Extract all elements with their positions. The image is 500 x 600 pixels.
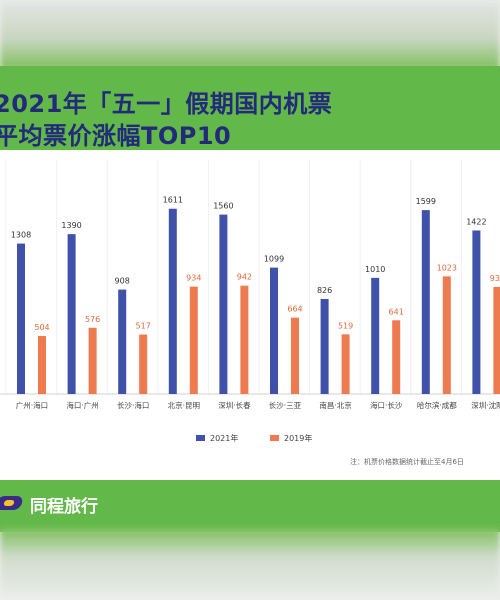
bar-2019 [442,276,451,394]
x-tick-label: 深圳·长春 [218,400,251,410]
brand-name: 同程旅行 [30,497,98,517]
brand-mark-icon [0,496,24,510]
data-label-2019: 517 [136,322,151,331]
legend-label-2021: 2021年 [210,433,238,443]
x-tick-label: 哈尔滨·成都 [417,400,457,410]
data-label-2019: 504 [34,323,49,332]
data-label-2021: 1599 [416,197,436,206]
data-label-2019: 934 [186,274,201,283]
data-label-2021: 1308 [11,231,31,240]
x-tick-label: 长沙·海口 [117,400,149,410]
bar-2019 [88,327,97,394]
data-label-2021: 826 [317,286,332,295]
data-label-2021: 1099 [264,255,284,264]
legend-swatch-2019 [270,435,279,441]
data-label-2021: 1010 [365,265,385,274]
bar-2021 [219,214,228,394]
bar-2019 [189,286,198,394]
x-tick-label: 南昌·北京 [319,400,352,410]
bar-2019 [240,285,249,394]
blurred-top-background [0,0,500,70]
bar-chart: 1308 504 广州·海口 1390 576 海口·广州 908 517 长沙·海口 1611 9… [0,160,500,466]
bar-2019 [341,334,350,394]
x-tick-label: 海口·广州 [66,400,98,410]
data-label-2019: 519 [338,321,353,330]
title-line-1: 2021年「五一」假期国内机票 [0,90,333,118]
bar-2019 [392,320,401,394]
bar-2021 [472,230,481,394]
bar-2021 [320,299,329,394]
bar-2021 [421,210,430,394]
data-label-2021: 1422 [466,217,486,226]
bar-2021 [17,243,25,394]
bar-2021 [67,234,76,394]
footnote: 注：机票价格数据统计截止至4月6日 [350,457,464,466]
bar-2021 [270,267,278,394]
legend-label-2019: 2019年 [284,433,312,443]
x-tick-label: 长沙·三亚 [269,400,302,410]
x-tick-label: 海口·长沙 [370,400,403,410]
data-label-2019: 641 [389,307,404,316]
bar-2021 [371,277,380,394]
bar-2021 [118,289,127,394]
data-label-2021: 1560 [213,202,233,211]
data-label-2021: 908 [115,277,130,286]
data-label-2021: 1611 [163,196,183,205]
bar-2021 [168,208,177,394]
x-tick-label: 广州·海口 [16,400,48,410]
data-label-2019: 942 [237,273,252,282]
bar-2019 [493,286,500,394]
bar-2019 [139,334,148,394]
brand-logo: 同程旅行 [0,488,200,518]
x-tick-label: 北京·昆明 [168,400,200,410]
x-tick-label: 深圳·沈阳 [471,400,500,410]
data-label-2021: 1390 [61,221,81,230]
data-label-2019: 931 [490,274,500,283]
bar-2019 [38,336,46,394]
title-line-2: 平均票价涨幅TOP10 [0,122,232,150]
chart-panel: 1308 504 广州·海口 1390 576 海口·广州 908 517 长沙·海口 1611 9… [0,150,500,480]
data-label-2019: 664 [287,305,302,314]
legend-swatch-2021 [196,435,205,441]
blurred-bottom-background [0,528,500,600]
bar-2019 [291,317,299,394]
data-label-2019: 576 [85,315,100,324]
data-label-2019: 1023 [437,263,457,272]
